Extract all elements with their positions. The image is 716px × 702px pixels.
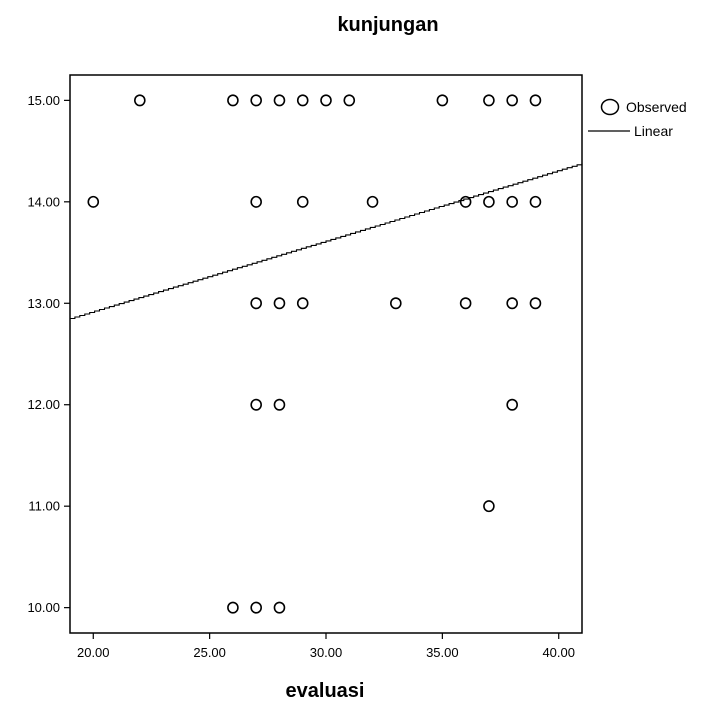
observed-point [250, 398, 262, 411]
x-tick-label: 30.00 [310, 645, 343, 660]
observed-point [529, 94, 542, 107]
observed-point [320, 94, 332, 107]
observed-point [343, 94, 356, 107]
observed-point [250, 195, 262, 208]
x-tick-label: 35.00 [426, 645, 459, 660]
observed-point [296, 94, 309, 107]
y-tick-label: 14.00 [27, 194, 60, 209]
observed-points-layer [87, 94, 542, 614]
observed-point [227, 601, 239, 614]
observed-point [296, 297, 309, 310]
observed-point [506, 398, 518, 411]
observed-point [273, 398, 286, 411]
plot-frame [69, 74, 583, 634]
observed-point [87, 195, 100, 208]
observed-point [273, 601, 286, 614]
observed-point [459, 297, 472, 310]
linear-fit-layer [70, 163, 583, 320]
legend: Observed Linear [588, 98, 687, 139]
y-tick-label: 11.00 [28, 499, 60, 514]
observed-point [483, 94, 495, 107]
y-tick-label: 12.00 [27, 397, 60, 412]
observed-point [250, 601, 262, 614]
observed-point [506, 195, 518, 208]
observed-point [250, 94, 262, 107]
observed-point [390, 297, 402, 310]
legend-observed-marker [600, 98, 620, 116]
observed-point [227, 94, 239, 107]
observed-point [436, 94, 449, 107]
y-axis: 10.00 11.00 12.00 13.00 14.00 15.00 [27, 93, 70, 615]
legend-observed-label: Observed [626, 99, 687, 115]
x-axis-label: evaluasi [286, 680, 365, 702]
x-axis: 20.00 25.00 30.00 35.00 40.00 [77, 633, 575, 660]
observed-point [529, 297, 542, 310]
y-tick-label: 13.00 [27, 296, 60, 311]
observed-point [134, 94, 146, 107]
observed-point [459, 195, 472, 208]
chart-title: kunjungan [337, 14, 438, 36]
x-tick-label: 20.00 [77, 645, 110, 660]
observed-point [529, 195, 542, 208]
observed-point [483, 195, 495, 208]
observed-point [273, 297, 286, 310]
x-tick-label: 25.00 [193, 645, 226, 660]
y-tick-label: 15.00 [27, 93, 60, 108]
observed-point [506, 94, 518, 107]
x-tick-label: 40.00 [542, 645, 575, 660]
observed-point [506, 297, 518, 310]
legend-linear-label: Linear [634, 123, 673, 139]
observed-point [250, 297, 262, 310]
observed-point [483, 500, 495, 513]
observed-point [296, 195, 309, 208]
observed-point [366, 195, 379, 208]
y-tick-label: 10.00 [27, 600, 60, 615]
observed-point [273, 94, 286, 107]
linear-fit-line [70, 163, 583, 320]
